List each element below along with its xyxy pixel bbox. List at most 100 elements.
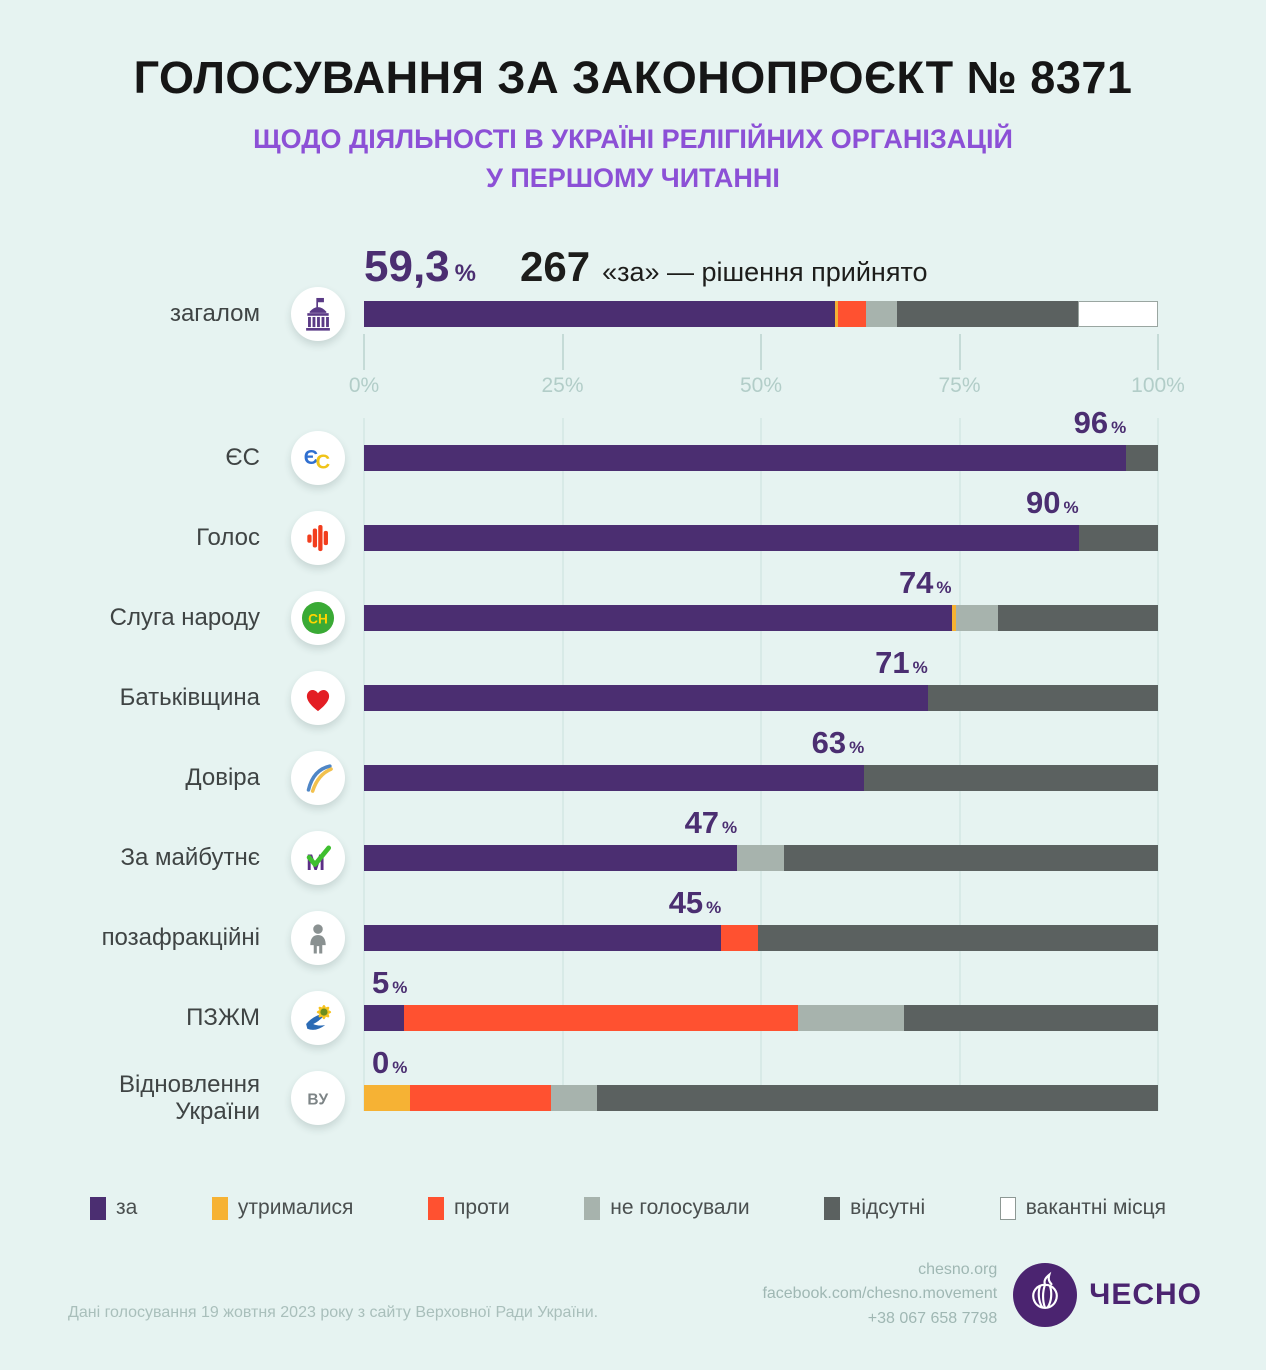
legend-item-vidsutni: відсутні xyxy=(824,1196,925,1220)
segment-vidsutni xyxy=(1126,445,1158,472)
segment-za xyxy=(364,1005,404,1032)
party-row: Відновлення України ВУ 0% xyxy=(0,1047,1266,1138)
row-percent-sign: % xyxy=(706,898,722,918)
grid-line xyxy=(561,418,564,1112)
party-row: Батьківщина 71% xyxy=(0,647,1266,738)
axis-tick-label: 25% xyxy=(541,374,584,398)
axis-tick xyxy=(760,334,762,371)
legend-item-ne_holosuvaly: не голосували xyxy=(584,1196,750,1220)
row-percent-value: 71 xyxy=(875,645,910,681)
segment-vidsutni xyxy=(896,301,1078,328)
row-label: ПЗЖМ xyxy=(186,1004,260,1032)
row-percent-value: 47 xyxy=(684,805,720,841)
segment-vidsutni xyxy=(757,925,1158,952)
legend-label: вакантні місця xyxy=(1025,1196,1166,1220)
stacked-bar xyxy=(364,605,1158,632)
legend-swatch-vidsutni xyxy=(824,1196,841,1220)
row-bar-cell: 96% xyxy=(364,407,1158,472)
row-icon-box xyxy=(272,991,364,1046)
row-label: Батьківщина xyxy=(119,684,260,712)
row-percent-sign: % xyxy=(1111,418,1127,438)
legend-swatch-za xyxy=(90,1196,106,1220)
svg-text:Є: Є xyxy=(304,447,318,469)
row-label: ЄС xyxy=(225,444,260,472)
segment-utrymalysia xyxy=(364,1085,411,1112)
axis-tick-label: 50% xyxy=(739,374,783,398)
page-title: ГОЛОСУВАННЯ ЗА ЗАКОНОПРОЄКТ № 8371 xyxy=(133,52,1133,103)
segment-za xyxy=(364,301,835,328)
segment-za xyxy=(364,685,928,712)
stacked-bar xyxy=(364,765,1158,792)
axis-tick xyxy=(561,334,564,371)
row-percent-label: 90% xyxy=(1026,487,1079,518)
row-bar-cell: 0% xyxy=(364,1047,1158,1112)
row-label: Довіра xyxy=(185,764,260,792)
row-percent-label: 47% xyxy=(685,807,738,838)
segment-vidsutni xyxy=(997,605,1158,632)
sluha-narodu-icon: СН xyxy=(291,591,345,646)
row-percent-sign: % xyxy=(936,578,952,598)
segment-za xyxy=(364,605,952,632)
segment-vakantni xyxy=(1077,301,1158,328)
chesno-logo-text: ЧЕСНО xyxy=(1089,1277,1202,1311)
row-icon-box: М xyxy=(272,831,364,886)
row-percent-sign: % xyxy=(912,658,928,678)
segment-proty xyxy=(838,301,866,328)
row-bar-cell: 5% xyxy=(364,967,1158,1032)
row-percent-label: 63% xyxy=(812,727,865,758)
legend-label: утрималися xyxy=(237,1196,354,1220)
segment-za xyxy=(364,845,738,872)
grid-line xyxy=(1157,418,1159,1112)
chesno-brand-block: chesno.org facebook.com/chesno.movement … xyxy=(762,1258,1202,1332)
row-bar-cell: 71% xyxy=(364,647,1158,712)
row-icon-box: ВУ xyxy=(272,1071,364,1126)
legend-swatch-ne_holosuvaly xyxy=(584,1196,601,1220)
svg-text:С: С xyxy=(316,452,331,474)
dovira-swoosh-icon xyxy=(291,751,345,806)
data-source-note: Дані голосування 19 жовтня 2023 року з с… xyxy=(68,1304,599,1321)
party-row: ЄС Є С 96% xyxy=(0,407,1266,498)
row-percent-label: 0% xyxy=(372,1047,407,1078)
party-row: Слуга народу СН 74% xyxy=(0,567,1266,658)
party-rows-section: ЄС Є С 96% Голос 90% Слуга народу СН 74% Батьківщ… xyxy=(0,407,1266,1138)
overall-votes-count: 267 xyxy=(519,243,591,291)
party-row: позафракційні 45% xyxy=(0,887,1266,978)
row-percent-sign: % xyxy=(1063,498,1079,518)
party-row: За майбутнє М 47% xyxy=(0,807,1266,898)
stacked-bar xyxy=(364,301,1158,328)
batkivshchyna-heart-icon xyxy=(291,671,345,726)
segment-vidsutni xyxy=(927,685,1158,712)
party-rows: ЄС Є С 96% Голос 90% Слуга народу СН 74% Батьківщ… xyxy=(0,407,1266,1138)
row-bar-cell: 74% xyxy=(364,567,1158,632)
vidnovlennia-ukrainy-icon: ВУ xyxy=(291,1071,345,1126)
stacked-bar xyxy=(364,845,1158,872)
row-percent-label: 96% xyxy=(1074,407,1127,438)
party-row: ПЗЖМ 5% xyxy=(0,967,1266,1058)
segment-proty xyxy=(403,1005,798,1032)
segment-utrymalysia xyxy=(951,605,957,632)
stacked-bar xyxy=(364,1085,1158,1112)
legend-swatch-utrymalysia xyxy=(211,1196,228,1220)
row-label: Слуга народу xyxy=(109,604,260,632)
legend-label: за xyxy=(116,1196,138,1220)
segment-ne_holosuvaly xyxy=(865,301,897,328)
row-percent-label: 5% xyxy=(372,967,407,998)
row-percent-label: 74% xyxy=(899,567,952,598)
axis-tick xyxy=(958,334,961,371)
segment-vidsutni xyxy=(784,845,1158,872)
stacked-bar xyxy=(364,525,1158,552)
row-percent-sign: % xyxy=(392,978,408,998)
segment-ne_holosuvaly xyxy=(551,1085,597,1112)
segment-utrymalysia xyxy=(834,301,838,328)
row-bar-cell xyxy=(364,301,1158,328)
garlic-icon xyxy=(1022,1269,1068,1320)
x-axis: 0% 25% 50% 75% 100% xyxy=(0,334,1266,400)
stacked-bar xyxy=(364,925,1158,952)
axis-tick xyxy=(363,334,365,371)
segment-ne_holosuvaly xyxy=(737,845,785,872)
za-maibutnie-icon: М xyxy=(291,831,345,886)
segment-vidsutni xyxy=(864,765,1158,792)
person-icon xyxy=(291,911,345,966)
row-percent-sign: % xyxy=(722,818,738,838)
